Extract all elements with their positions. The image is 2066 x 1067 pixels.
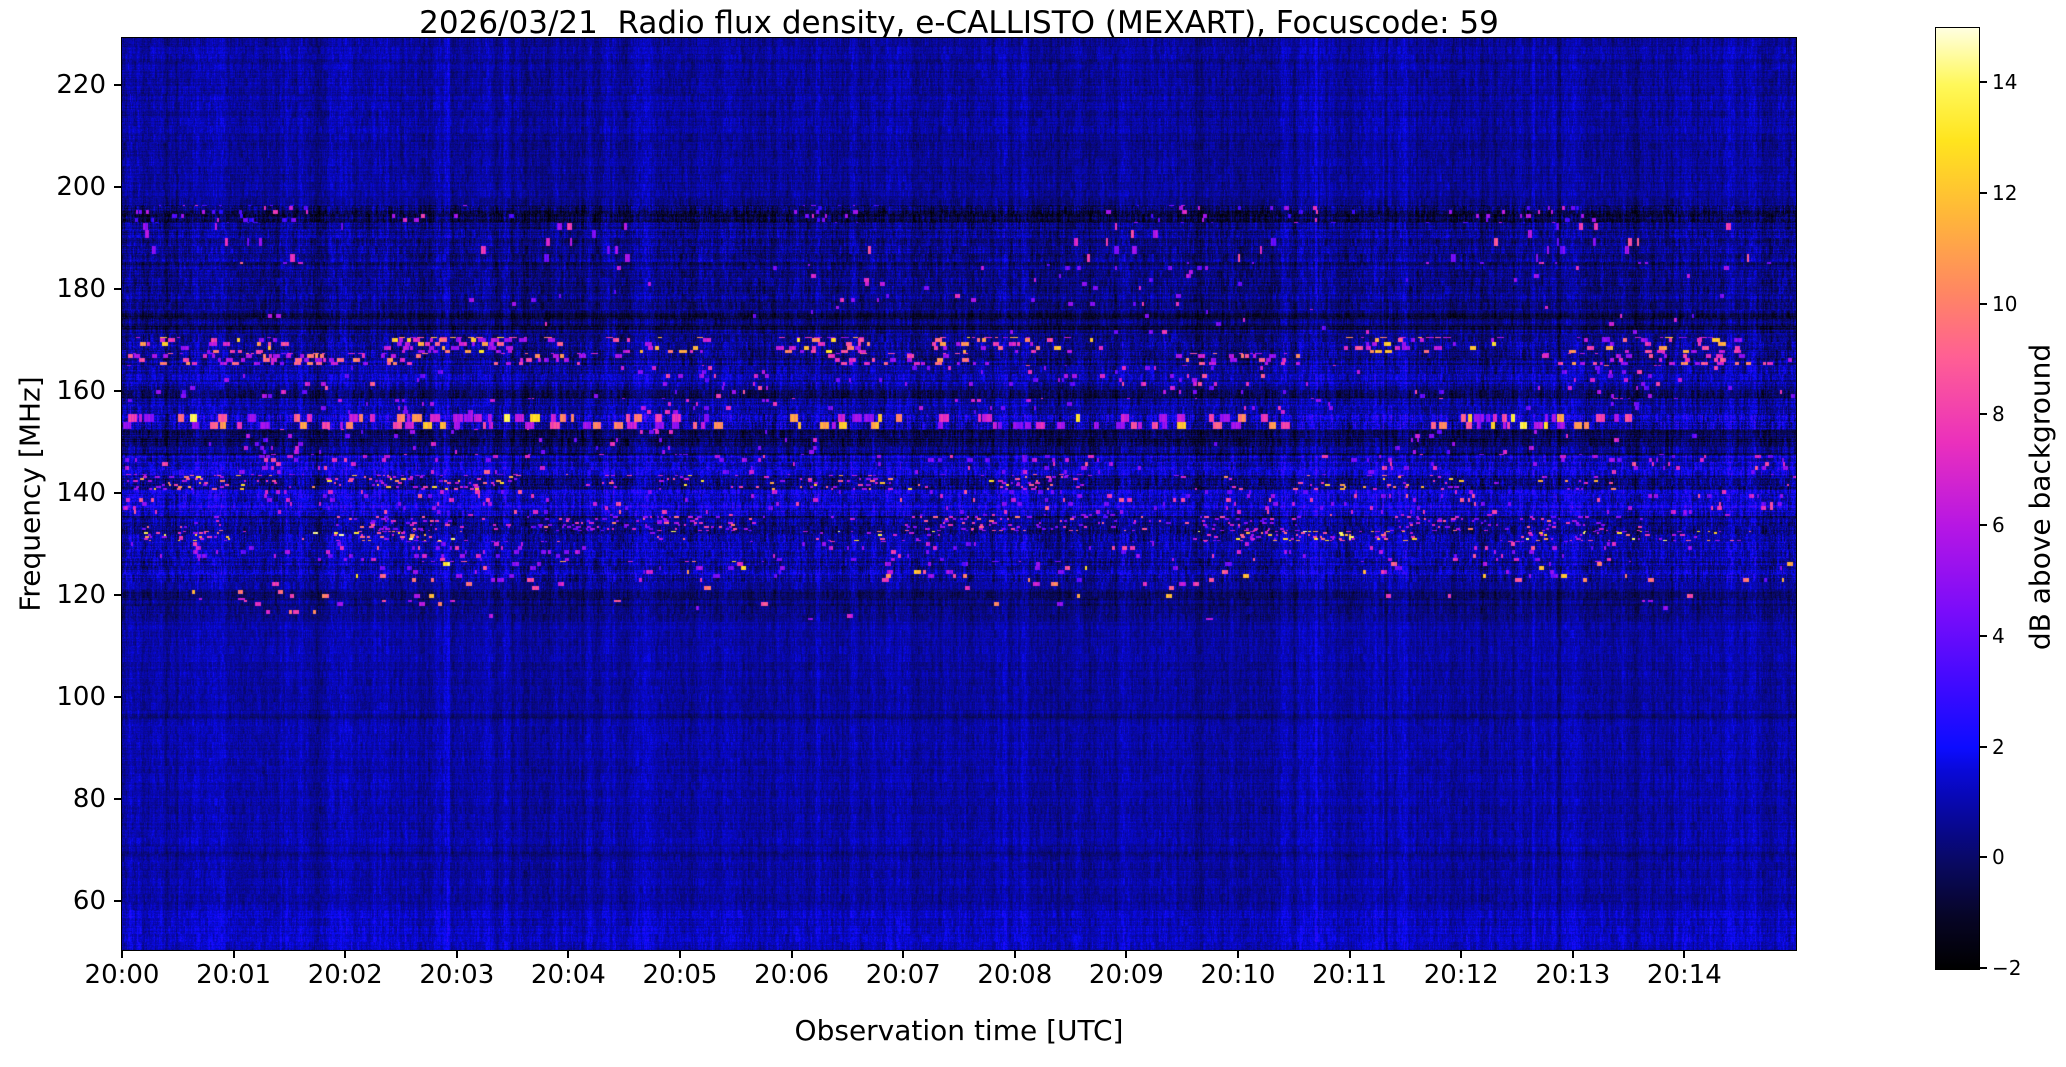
x-tick-mark	[1683, 950, 1686, 958]
colorbar-tick-mark	[1980, 192, 1987, 195]
x-tick-label: 20:05	[642, 960, 718, 990]
colorbar	[1935, 27, 1980, 970]
colorbar-tick-mark	[1980, 302, 1987, 305]
y-tick-label: 180	[56, 273, 106, 304]
x-tick-mark	[902, 950, 905, 958]
colorbar-tick-mark	[1980, 634, 1987, 637]
y-tick-mark	[114, 593, 122, 596]
x-tick-mark	[1237, 950, 1239, 958]
x-tick-label: 20:13	[1535, 960, 1611, 990]
colorbar-tick-mark	[1980, 413, 1987, 416]
x-tick-label: 20:11	[1312, 960, 1388, 990]
x-tick-mark	[567, 950, 570, 958]
colorbar-tick-mark	[1980, 967, 1987, 969]
x-tick-label: 20:10	[1200, 960, 1276, 990]
x-tick-mark	[679, 950, 681, 958]
y-tick-mark	[114, 797, 122, 800]
y-tick-label: 60	[72, 885, 106, 916]
x-tick-label: 20:07	[865, 960, 941, 990]
x-tick-label: 20:12	[1423, 960, 1499, 990]
x-axis-label: Observation time [UTC]	[794, 1014, 1124, 1047]
y-tick-mark	[114, 491, 122, 494]
y-tick-label: 80	[72, 783, 106, 814]
colorbar-tick-label: 4	[1992, 623, 2005, 648]
x-tick-label: 20:04	[530, 960, 606, 990]
x-tick-label: 20:08	[977, 960, 1053, 990]
x-tick-mark	[1348, 950, 1351, 958]
x-tick-mark	[232, 950, 235, 958]
y-tick-label: 200	[56, 171, 106, 202]
colorbar-tick-label: 6	[1992, 513, 2005, 538]
y-tick-label: 140	[56, 477, 106, 508]
x-tick-label: 20:02	[307, 960, 383, 990]
y-tick-mark	[114, 185, 122, 188]
y-tick-label: 160	[56, 375, 106, 406]
colorbar-tick-label: 2	[1992, 734, 2005, 759]
colorbar-tick-label: 14	[1992, 70, 2018, 95]
colorbar-tick-mark	[1980, 524, 1987, 527]
colorbar-tick-mark	[1980, 856, 1987, 859]
x-tick-mark	[1125, 950, 1128, 958]
x-tick-mark	[1013, 950, 1016, 958]
colorbar-tick-label: −2	[1992, 956, 2022, 980]
y-tick-mark	[114, 695, 122, 698]
x-tick-mark	[344, 950, 347, 958]
x-tick-label: 20:00	[84, 960, 160, 990]
y-tick-mark	[114, 389, 122, 392]
x-tick-label: 20:06	[754, 960, 830, 990]
colorbar-tick-label: 10	[1992, 291, 2018, 316]
y-tick-label: 120	[56, 579, 106, 610]
x-tick-label: 20:09	[1088, 960, 1164, 990]
y-tick-mark	[114, 899, 122, 902]
colorbar-label: dB above background	[2023, 343, 2057, 651]
x-tick-mark	[1571, 950, 1574, 958]
x-tick-label: 20:03	[419, 960, 495, 990]
colorbar-tick-label: 0	[1992, 845, 2005, 870]
spectrogram-canvas	[122, 38, 1796, 950]
x-tick-mark	[790, 950, 793, 958]
x-tick-label: 20:14	[1646, 960, 1722, 990]
plot-area	[121, 37, 1797, 951]
colorbar-tick-mark	[1980, 745, 1987, 748]
y-tick-label: 100	[56, 681, 106, 712]
colorbar-tick-mark	[1980, 81, 1987, 84]
x-tick-mark	[1460, 950, 1463, 958]
y-tick-mark	[114, 83, 122, 86]
y-axis-label: Frequency [MHz]	[13, 376, 47, 612]
plot-title: 2026/03/21 Radio flux density, e-CALLIST…	[419, 5, 1499, 41]
y-tick-mark	[114, 287, 122, 290]
y-tick-label: 220	[56, 69, 106, 100]
x-tick-mark	[455, 950, 458, 958]
colorbar-tick-label: 12	[1992, 181, 2018, 206]
x-tick-label: 20:01	[196, 960, 272, 990]
colorbar-tick-label: 8	[1992, 402, 2005, 427]
x-tick-mark	[121, 950, 123, 958]
